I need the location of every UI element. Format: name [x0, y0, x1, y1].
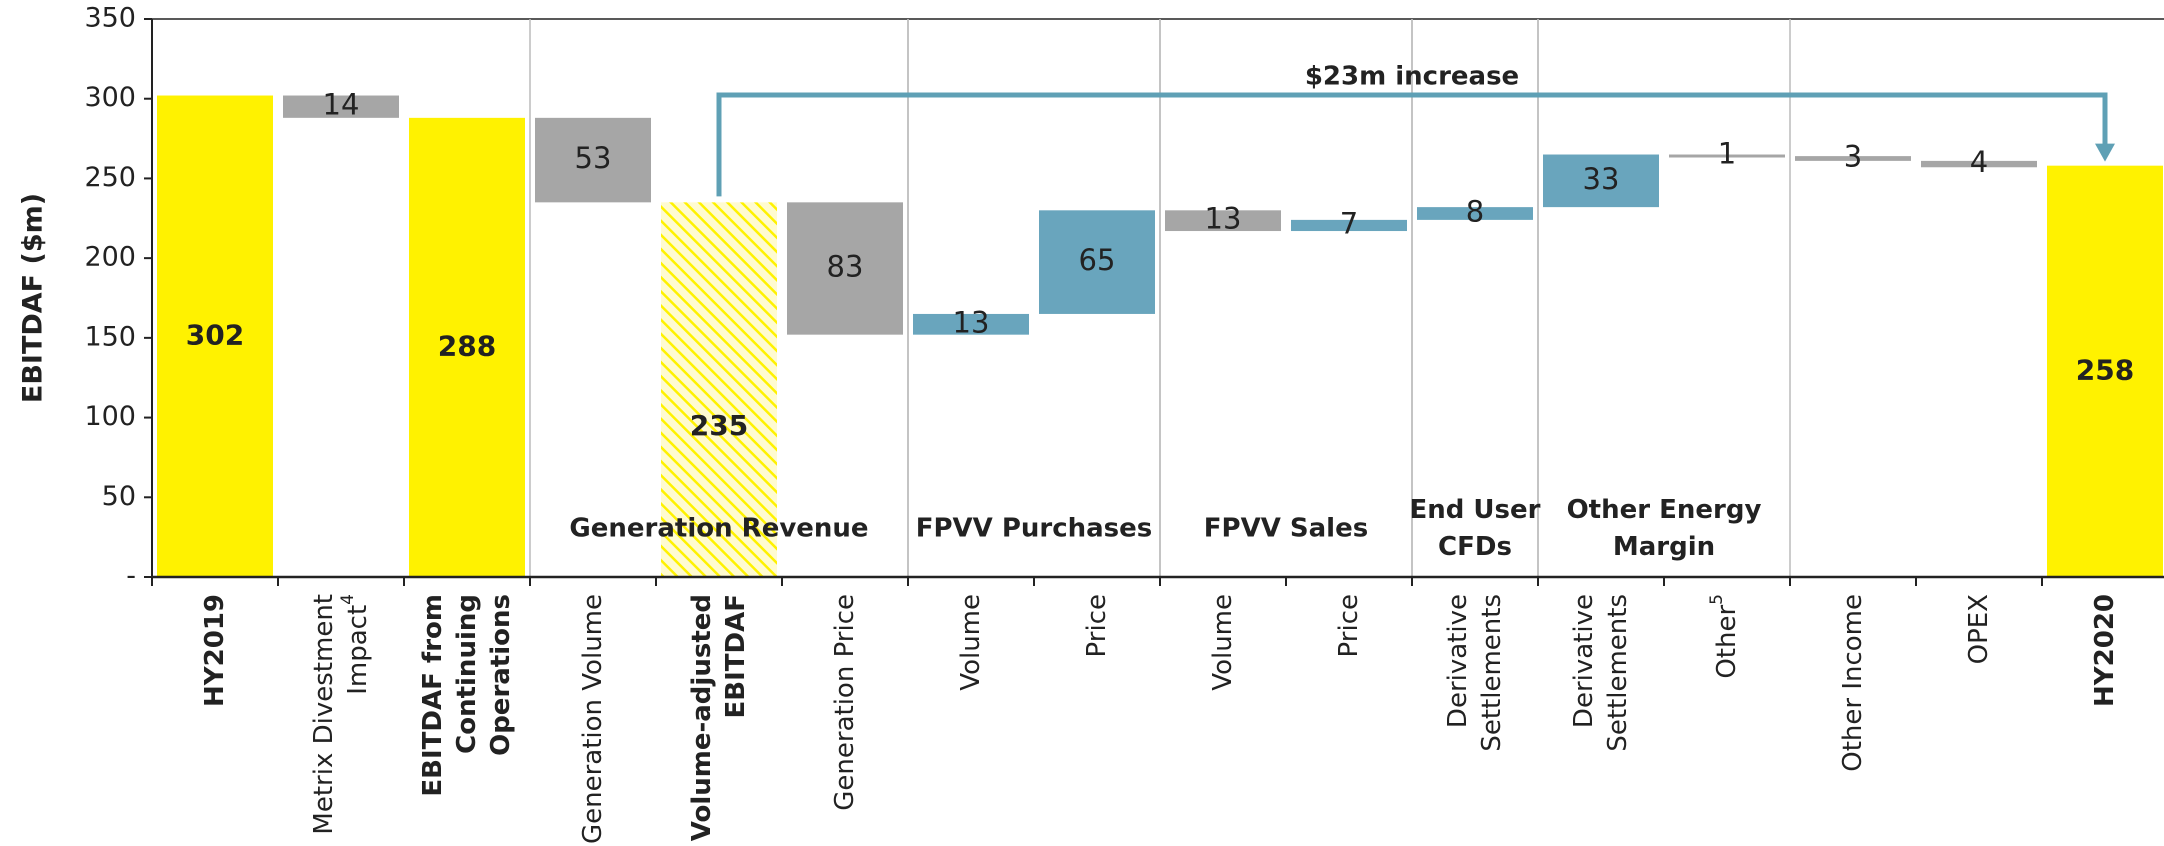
bar [1795, 156, 1911, 161]
x-tick-label: Derivative Settlements [1443, 594, 1507, 752]
annotation-arrow [716, 92, 2108, 197]
x-tick-label-line: Price [1082, 594, 1112, 657]
value-label: 13 [1205, 202, 1242, 236]
x-tick-label: Other Income [1838, 594, 1868, 772]
x-tick-label: HY2019 [200, 594, 230, 707]
footnote-mark: 4 [338, 594, 358, 605]
x-tick-label-line: Derivative [1443, 594, 1473, 728]
bar [787, 202, 903, 335]
x-tick-label-line: Settlements [1603, 594, 1633, 752]
x-tick-label-line: Generation Price [830, 594, 860, 811]
x-tick-label-line: HY2019 [200, 594, 230, 707]
x-tick-label: Volume-adjusted EBITDAF [687, 594, 751, 841]
y-tick-label: 50 [102, 481, 136, 512]
x-tick-label: Volume [1208, 594, 1238, 691]
x-tick-label-line: OPEX [1964, 594, 1994, 664]
group-label: Margin [1613, 532, 1715, 562]
x-tick-label: Price [1334, 594, 1364, 657]
value-label: 258 [2076, 353, 2134, 386]
value-label: 4 [1970, 145, 1988, 179]
value-label: 33 [1583, 162, 1620, 196]
x-tick-label-line: Volume [1208, 594, 1238, 691]
x-tick-label-line: Other Income [1838, 594, 1868, 772]
x-tick-label-line: Metrix Divestment [309, 594, 339, 835]
x-tick-label: Metrix Divestment Impact4 [309, 594, 373, 835]
y-tick-label: 300 [84, 82, 136, 113]
x-tick-label-line: Settlements [1477, 594, 1507, 752]
x-tick-label-line: Continuing [452, 594, 482, 754]
x-tick-label: Derivative Settlements [1569, 594, 1633, 752]
value-label: 1 [1718, 136, 1736, 170]
x-tick-label-line: Volume [956, 594, 986, 691]
y-axis-label: EBITDAF ($m) [18, 193, 49, 403]
y-tick-label: 350 [84, 3, 136, 34]
y-tick-label: 250 [84, 162, 136, 193]
y-tick-label: - [126, 561, 136, 592]
group-label: FPVV Sales [1204, 514, 1368, 544]
bar [409, 117, 525, 578]
value-label: 13 [953, 305, 990, 339]
annotation-arrowhead [2095, 143, 2115, 162]
value-label: 14 [323, 88, 360, 122]
footnote-mark: 5 [1707, 594, 1727, 605]
group-label: End User [1410, 495, 1541, 525]
bar [1165, 210, 1281, 232]
group-label: FPVV Purchases [916, 514, 1153, 544]
bar [913, 313, 1029, 335]
bar [1669, 154, 1785, 158]
value-label: 53 [575, 141, 612, 175]
bar [535, 117, 651, 203]
value-label: 83 [827, 250, 864, 284]
value-label: 3 [1844, 140, 1862, 174]
bar [1543, 154, 1659, 208]
x-tick-label-line: EBITDAF [721, 594, 751, 718]
bar [661, 202, 777, 578]
x-tick-label: HY2020 [2090, 594, 2120, 707]
x-tick-label-line: Operations [486, 594, 516, 756]
bar [283, 95, 399, 118]
value-label: 7 [1340, 206, 1358, 240]
x-tick-label-line: Impact [343, 605, 373, 695]
value-label: 302 [186, 318, 244, 351]
value-label: 235 [690, 409, 748, 442]
y-tick-label: 150 [84, 321, 136, 352]
x-tick-label-line: EBITDAF from [418, 594, 448, 797]
x-tick-label: Volume [956, 594, 986, 691]
value-label: 65 [1079, 243, 1116, 277]
x-tick-label-line: Price [1334, 594, 1364, 657]
x-tick-label: OPEX [1964, 594, 1994, 664]
x-tick-label-line: Volume-adjusted [687, 594, 717, 841]
y-tick-label: 200 [84, 242, 136, 273]
bar [2047, 165, 2163, 577]
x-tick-label-line: Other [1712, 605, 1742, 679]
bar [1417, 207, 1533, 220]
x-tick-label: EBITDAF from Continuing Operations [418, 594, 516, 797]
bar [1291, 219, 1407, 232]
group-label: Other Energy [1567, 495, 1762, 525]
x-tick-label-line: Generation Volume [578, 594, 608, 844]
group-label: Generation Revenue [569, 514, 868, 544]
x-tick-label: Price [1082, 594, 1112, 657]
x-tick-label-line: Derivative [1569, 594, 1599, 728]
group-label: CFDs [1438, 532, 1512, 562]
value-label: 288 [438, 329, 496, 362]
x-tick-label: Generation Price [830, 594, 860, 811]
x-tick-label: Other5 [1707, 594, 1742, 679]
x-tick-label: Generation Volume [578, 594, 608, 844]
value-label: 8 [1466, 195, 1484, 229]
x-tick-label-line: HY2020 [2090, 594, 2120, 707]
bar [1921, 160, 2037, 168]
bar [1039, 210, 1155, 314]
bar [157, 95, 273, 578]
y-tick-label: 100 [84, 401, 136, 432]
annotation: $23m increase [1305, 62, 1519, 92]
